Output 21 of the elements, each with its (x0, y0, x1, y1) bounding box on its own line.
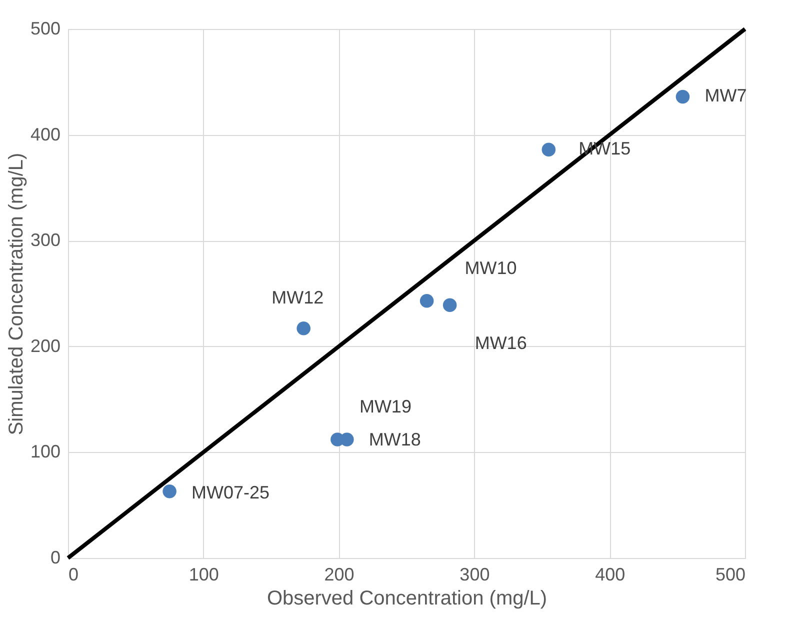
y-tick-label: 100 (30, 442, 60, 462)
x-tick-label: 0 (68, 564, 79, 584)
annotation: MW18 (368, 430, 421, 450)
y-axis-title: Simulated Concentration (mg/L) (5, 152, 28, 436)
annotation: MW10 (464, 258, 517, 278)
y-tick-label: 0 (50, 548, 60, 568)
x-tick-label: 500 (715, 564, 746, 584)
annotation: MW19 (359, 396, 412, 417)
y-tick-label: 500 (30, 18, 60, 38)
y-tick-label: 200 (30, 336, 60, 356)
annotation: MW12 (272, 287, 324, 308)
x-tick-label: 300 (460, 564, 490, 584)
annotation: MW7 (704, 86, 747, 106)
annotation: MW16 (474, 333, 527, 354)
y-tick-label: 400 (30, 124, 60, 144)
annotation: MW07-25 (192, 482, 270, 502)
x-tick-label: 100 (188, 564, 219, 584)
x-tick-label: 200 (324, 564, 354, 584)
y-tick-label: 300 (30, 230, 60, 250)
x-axis-title: Observed Concentration (mg/L) (266, 588, 548, 610)
x-tick-label: 400 (595, 564, 626, 584)
